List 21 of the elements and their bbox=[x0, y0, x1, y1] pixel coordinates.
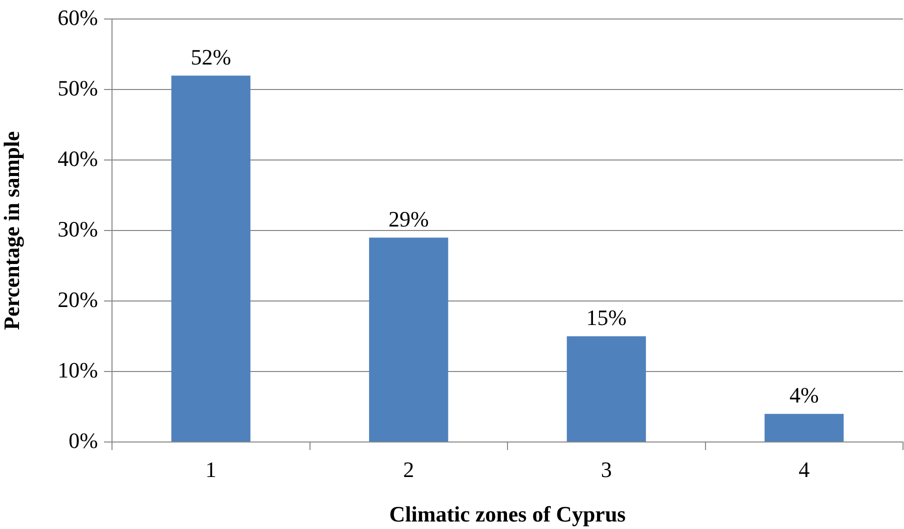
data-label: 29% bbox=[388, 206, 429, 232]
x-tick-label: 1 bbox=[205, 456, 216, 482]
y-tick-label: 20% bbox=[58, 286, 98, 312]
y-tick-label: 30% bbox=[58, 216, 98, 242]
y-tick-label: 50% bbox=[58, 75, 98, 100]
x-axis-title: Climatic zones of Cyprus bbox=[389, 501, 626, 526]
bar bbox=[764, 414, 844, 442]
x-tick-label: 4 bbox=[798, 456, 810, 482]
data-label: 52% bbox=[190, 44, 232, 70]
y-tick-label: 40% bbox=[58, 146, 98, 171]
y-tick-label: 0% bbox=[68, 428, 98, 453]
y-tick-label: 60% bbox=[58, 4, 98, 30]
x-tick-label: 2 bbox=[403, 456, 414, 482]
y-axis-title: Percentage in sample bbox=[0, 130, 24, 330]
bar bbox=[171, 76, 250, 442]
y-tick-label: 10% bbox=[58, 357, 98, 382]
x-tick-label: 3 bbox=[600, 456, 612, 482]
data-label: 4% bbox=[789, 382, 819, 408]
bar bbox=[369, 238, 448, 442]
data-label: 15% bbox=[586, 305, 627, 330]
bar bbox=[566, 336, 646, 442]
